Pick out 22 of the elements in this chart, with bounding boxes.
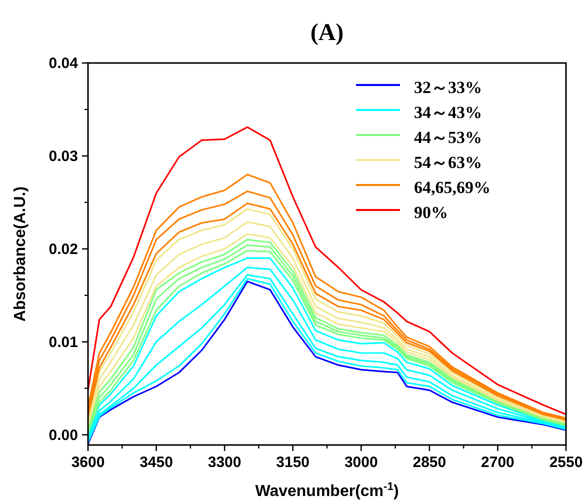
- legend-label: 44～53%: [414, 128, 482, 147]
- x-tick-label: 2700: [481, 454, 514, 471]
- x-tick-label: 3450: [140, 454, 173, 471]
- x-tick-label: 3150: [276, 454, 310, 471]
- x-tick-label: 3600: [71, 454, 105, 471]
- x-tick-label: 2850: [412, 454, 446, 471]
- y-tick-label: 0.00: [48, 426, 78, 444]
- y-tick-label: 0.01: [48, 334, 78, 351]
- x-tick-label: 3000: [344, 454, 378, 471]
- legend-label: 64,65,69%: [414, 178, 490, 197]
- y-tick-label: 0.02: [48, 240, 78, 258]
- x-axis-title: Wavenumber(cm$^{-1}$): [255, 481, 399, 500]
- legend-label: 34～43%: [414, 103, 482, 122]
- legend-label: 90%: [414, 203, 448, 222]
- y-tick-label: 0.04: [48, 55, 79, 72]
- y-axis-title: Absorbance(A.U.): [12, 186, 29, 322]
- legend-label: 54～63%: [414, 153, 482, 172]
- chart-title: (A): [310, 20, 344, 46]
- legend-label: 32～33%: [414, 78, 482, 97]
- y-tick-label: 0.03: [48, 148, 78, 165]
- x-tick-label: 3300: [208, 454, 242, 471]
- x-tick-label: 2550: [549, 454, 583, 471]
